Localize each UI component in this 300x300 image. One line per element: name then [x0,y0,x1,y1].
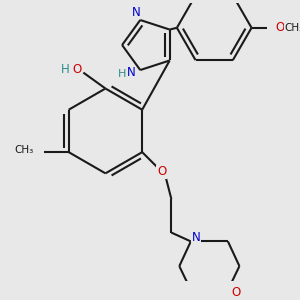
Text: O: O [73,63,82,76]
Text: CH₃: CH₃ [14,146,33,155]
Text: CH₃: CH₃ [284,23,300,33]
Text: O: O [275,21,284,34]
Text: H: H [61,63,70,76]
Text: N: N [127,66,136,79]
Text: O: O [157,165,166,178]
Text: O: O [231,286,241,299]
Text: N: N [132,6,141,19]
Text: N: N [192,231,200,244]
Text: H: H [118,70,126,80]
